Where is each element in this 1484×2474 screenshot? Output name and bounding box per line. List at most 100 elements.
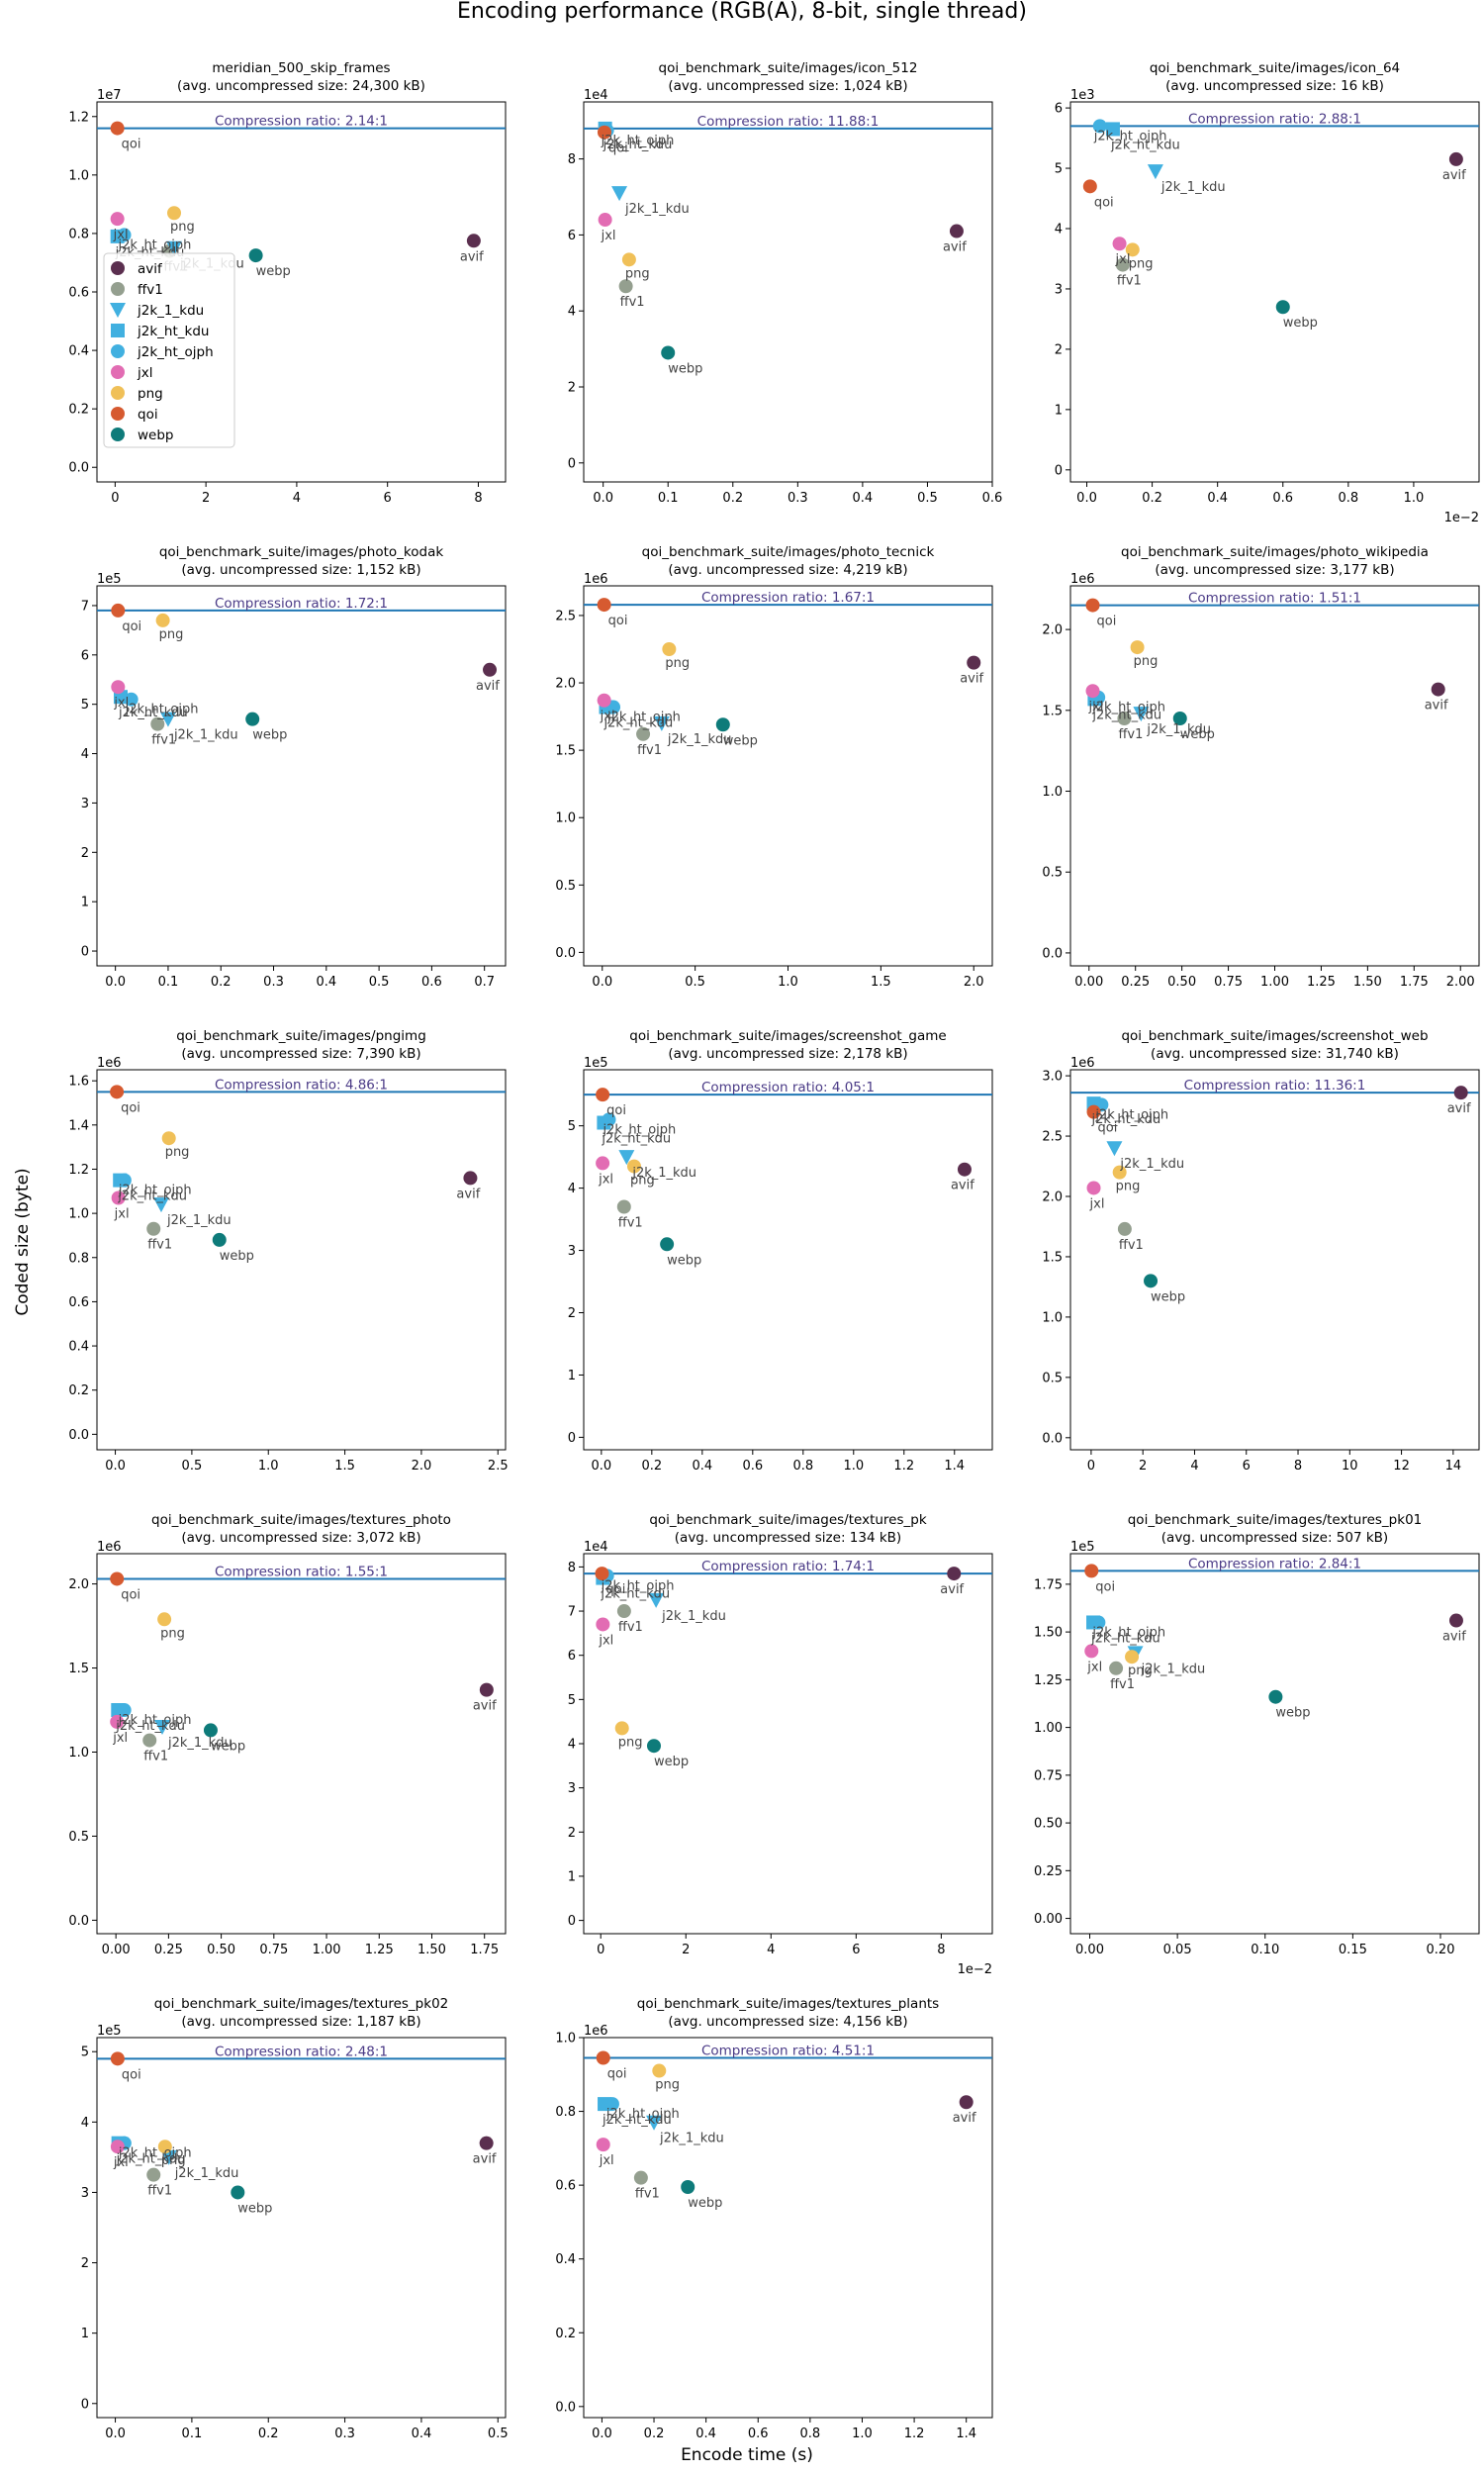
y-tick-label: 0.8 <box>555 2105 576 2120</box>
plot-frame <box>1069 585 1480 967</box>
point-ffv1 <box>142 1733 157 1748</box>
y-tick-label: 4 <box>1055 223 1063 238</box>
point-avif <box>1448 151 1463 166</box>
point-j2k_1_kdu <box>611 186 628 202</box>
point-j2k_ht_ojph <box>124 692 139 707</box>
y-tick-label: 1.5 <box>1042 704 1063 718</box>
point-label-j2k_1_kdu: j2k_1_kdu <box>1146 722 1211 737</box>
point-label-j2k_ht_ojph: j2k_ht_ojph <box>601 134 675 148</box>
subplot-title: qoi_benchmark_suite/images/photo_wikiped… <box>1121 544 1429 560</box>
y-scale-offset: 1e4 <box>584 1540 608 1555</box>
x-tick-label: 8 <box>937 1943 945 1957</box>
point-png <box>157 2140 172 2154</box>
subplot-title: qoi_benchmark_suite/images/textures_phot… <box>151 1512 451 1528</box>
y-tick-label: 1.0 <box>555 2032 576 2046</box>
subplot-title: qoi_benchmark_suite/images/pngimg <box>176 1028 426 1044</box>
point-j2k_1_kdu <box>153 1720 170 1736</box>
x-tick-label: 2.0 <box>412 1459 432 1474</box>
x-tick-label: 1.50 <box>417 1943 446 1957</box>
point-ffv1 <box>1109 1661 1124 1675</box>
subplot-grid: meridian_500_skip_frames (avg. uncompress… <box>68 60 1480 2441</box>
point-label-webp: webp <box>668 361 702 376</box>
x-tick-label: 0.6 <box>742 1459 763 1474</box>
point-label-jxl: jxl <box>114 1206 130 1221</box>
x-tick-label: 0.5 <box>917 491 938 506</box>
point-avif <box>1448 1613 1463 1628</box>
y-tick-label: 1.0 <box>68 168 89 183</box>
x-tick-label: 0.05 <box>1163 1943 1192 1957</box>
point-label-png: png <box>161 2153 186 2168</box>
y-tick-label: 1.2 <box>68 1163 89 1178</box>
x-tick-label: 1.00 <box>1260 975 1289 990</box>
point-label-ffv1: ffv1 <box>620 295 645 310</box>
point-label-avif: avif <box>951 1179 974 1193</box>
point-png <box>652 2063 667 2078</box>
y-tick-label: 3 <box>568 1781 576 1796</box>
subplot-13: qoi_benchmark_suite/images/textures_pk02… <box>81 1996 509 2441</box>
point-webp <box>1275 300 1290 315</box>
x-tick-label: 0.0 <box>592 2426 612 2441</box>
x-tick-label: 1.75 <box>1400 975 1429 990</box>
y-tick-label: 1 <box>568 1369 576 1383</box>
point-label-webp: webp <box>1180 727 1215 742</box>
y-tick-label: 6 <box>568 1649 576 1664</box>
y-tick-label: 0.8 <box>68 1251 89 1266</box>
point-j2k_1_kdu <box>166 240 183 256</box>
point-jxl <box>110 212 125 227</box>
point-label-j2k_ht_kdu: j2k_ht_kdu <box>1110 138 1180 152</box>
point-label-j2k_1_kdu: j2k_1_kdu <box>1141 1662 1206 1676</box>
point-png <box>1112 1165 1127 1180</box>
point-label-ffv1: ffv1 <box>618 1620 643 1635</box>
point-label-j2k_ht_ojph: j2k_ht_ojph <box>605 2107 680 2122</box>
point-ffv1 <box>146 1221 161 1236</box>
subplot-title: qoi_benchmark_suite/images/screenshot_we… <box>1121 1028 1428 1044</box>
point-label-avif: avif <box>960 672 983 687</box>
x-tick-label: 2 <box>202 491 210 506</box>
point-j2k_1_kdu <box>159 712 176 727</box>
point-avif <box>949 224 964 238</box>
x-tick-label: 1.4 <box>944 1459 965 1474</box>
subplot-2: qoi_benchmark_suite/images/icon_512 (avg.… <box>568 60 1003 506</box>
y-scale-offset: 1e5 <box>97 2024 122 2039</box>
point-label-j2k_ht_kdu: j2k_ht_kdu <box>1090 1631 1160 1646</box>
point-ffv1 <box>636 726 651 741</box>
point-qoi <box>110 1571 125 1586</box>
point-qoi <box>596 2050 610 2065</box>
subplot-title: qoi_benchmark_suite/images/textures_plan… <box>637 1996 939 2012</box>
point-j2k_ht_ojph <box>117 228 132 242</box>
x-scale-offset: 1e−2 <box>958 1962 992 1977</box>
point-label-webp: webp <box>654 1755 689 1769</box>
y-tick-label: 2 <box>1055 342 1063 357</box>
point-label-avif: avif <box>456 1187 480 1201</box>
point-label-png: png <box>665 656 690 671</box>
x-tick-label: 8 <box>1294 1459 1302 1474</box>
x-tick-label: 0.7 <box>474 975 495 990</box>
point-label-webp: webp <box>1283 316 1318 331</box>
point-png <box>621 252 636 267</box>
point-label-jxl: jxl <box>113 228 129 242</box>
point-label-avif: avif <box>473 2152 497 2167</box>
point-avif <box>1431 682 1445 697</box>
x-tick-label: 0.5 <box>685 975 705 990</box>
point-j2k_1_kdu <box>646 2115 663 2131</box>
subplot-subtitle: (avg. uncompressed size: 3,072 kB) <box>181 1530 420 1546</box>
y-tick-label: 7 <box>568 1605 576 1620</box>
x-tick-label: 2.0 <box>964 975 984 990</box>
y-tick-label: 3 <box>568 1244 576 1259</box>
x-tick-label: 6 <box>852 1943 860 1957</box>
subplot-3: qoi_benchmark_suite/images/icon_64 (avg. … <box>1055 60 1480 525</box>
x-tick-label: 1.4 <box>956 2426 976 2441</box>
x-tick-label: 0.4 <box>316 975 336 990</box>
point-label-webp: webp <box>667 1253 701 1268</box>
point-qoi <box>110 1085 125 1099</box>
point-label-ffv1: ffv1 <box>1118 727 1143 742</box>
x-tick-label: 1.0 <box>258 1459 279 1474</box>
legend-marker-webp <box>111 428 125 441</box>
legend-label-j2k_ht_kdu: j2k_ht_kdu <box>137 324 209 339</box>
y-tick-label: 4 <box>568 1738 576 1753</box>
point-label-ffv1: ffv1 <box>637 743 662 758</box>
point-label-j2k_ht_kdu: j2k_ht_kdu <box>601 1132 671 1147</box>
x-tick-label: 0.4 <box>1207 491 1228 506</box>
x-tick-label: 0.2 <box>644 2426 665 2441</box>
point-label-j2k_ht_ojph: j2k_ht_ojph <box>118 2146 192 2161</box>
